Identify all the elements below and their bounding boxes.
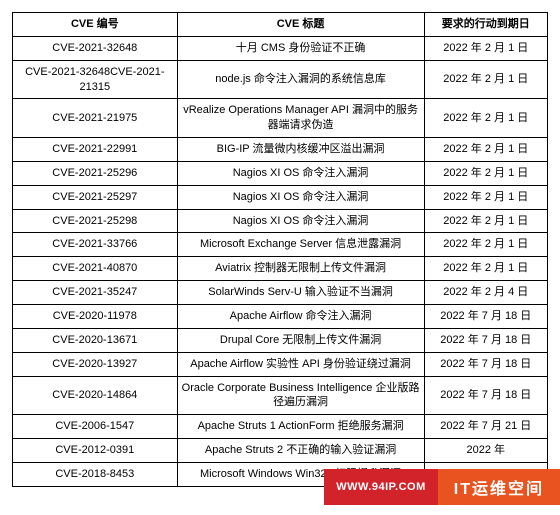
table-row: CVE-2020-13927Apache Airflow 实验性 API 身份验… — [13, 352, 548, 376]
cell-cve-title: Drupal Core 无限制上传文件漏洞 — [177, 328, 424, 352]
cell-cve-title: BIG-IP 流量微内核缓冲区溢出漏洞 — [177, 138, 424, 162]
cell-due-date: 2022 年 2 月 4 日 — [424, 281, 547, 305]
header-cve-id: CVE 编号 — [13, 13, 178, 37]
cve-table: CVE 编号 CVE 标题 要求的行动到期日 CVE-2021-32648十月 … — [12, 12, 548, 487]
table-row: CVE-2020-11978Apache Airflow 命令注入漏洞2022 … — [13, 304, 548, 328]
cell-due-date: 2022 年 2 月 1 日 — [424, 161, 547, 185]
table-row: CVE-2021-40870Aviatrix 控制器无限制上传文件漏洞2022 … — [13, 257, 548, 281]
cell-cve-title: Apache Struts 2 不正确的输入验证漏洞 — [177, 439, 424, 463]
table-row: CVE-2020-13671Drupal Core 无限制上传文件漏洞2022 … — [13, 328, 548, 352]
cell-due-date: 2022 年 2 月 1 日 — [424, 138, 547, 162]
cell-due-date: 2022 年 2 月 1 日 — [424, 99, 547, 138]
table-row: CVE-2012-0391Apache Struts 2 不正确的输入验证漏洞2… — [13, 439, 548, 463]
watermark-brand: IT运维空间 — [438, 469, 560, 505]
cell-cve-id: CVE-2021-32648 — [13, 36, 178, 60]
cell-cve-title: Nagios XI OS 命令注入漏洞 — [177, 209, 424, 233]
cell-cve-id: CVE-2020-14864 — [13, 376, 178, 415]
cell-due-date: 2022 年 7 月 21 日 — [424, 415, 547, 439]
table-row: CVE-2021-21975vRealize Operations Manage… — [13, 99, 548, 138]
cell-due-date: 2022 年 2 月 1 日 — [424, 60, 547, 99]
cell-cve-title: Oracle Corporate Business Intelligence 企… — [177, 376, 424, 415]
cell-due-date: 2022 年 7 月 18 日 — [424, 328, 547, 352]
table-row: CVE-2021-22991BIG-IP 流量微内核缓冲区溢出漏洞2022 年 … — [13, 138, 548, 162]
table-row: CVE-2021-35247SolarWinds Serv-U 输入验证不当漏洞… — [13, 281, 548, 305]
cell-cve-id: CVE-2021-21975 — [13, 99, 178, 138]
table-row: CVE-2020-14864Oracle Corporate Business … — [13, 376, 548, 415]
table-row: CVE-2021-33766Microsoft Exchange Server … — [13, 233, 548, 257]
cell-due-date: 2022 年 2 月 1 日 — [424, 257, 547, 281]
cell-cve-title: Nagios XI OS 命令注入漏洞 — [177, 185, 424, 209]
cell-cve-id: CVE-2021-25298 — [13, 209, 178, 233]
cell-cve-title: 十月 CMS 身份验证不正确 — [177, 36, 424, 60]
cell-due-date: 2022 年 2 月 1 日 — [424, 233, 547, 257]
cell-due-date: 2022 年 2 月 1 日 — [424, 36, 547, 60]
header-due-date: 要求的行动到期日 — [424, 13, 547, 37]
cell-cve-id: CVE-2012-0391 — [13, 439, 178, 463]
table-row: CVE-2021-25296Nagios XI OS 命令注入漏洞2022 年 … — [13, 161, 548, 185]
cell-cve-title: vRealize Operations Manager API 漏洞中的服务器端… — [177, 99, 424, 138]
cell-cve-id: CVE-2021-40870 — [13, 257, 178, 281]
cell-cve-id: CVE-2020-13671 — [13, 328, 178, 352]
cell-due-date: 2022 年 7 月 18 日 — [424, 352, 547, 376]
cell-cve-id: CVE-2018-8453 — [13, 462, 178, 486]
cell-due-date: 2022 年 — [424, 439, 547, 463]
cell-cve-title: Apache Struts 1 ActionForm 拒绝服务漏洞 — [177, 415, 424, 439]
table-header-row: CVE 编号 CVE 标题 要求的行动到期日 — [13, 13, 548, 37]
cell-cve-id: CVE-2021-33766 — [13, 233, 178, 257]
cell-due-date: 2022 年 7 月 18 日 — [424, 304, 547, 328]
table-row: CVE-2021-25297Nagios XI OS 命令注入漏洞2022 年 … — [13, 185, 548, 209]
cell-cve-title: node.js 命令注入漏洞的系统信息库 — [177, 60, 424, 99]
table-row: CVE-2006-1547Apache Struts 1 ActionForm … — [13, 415, 548, 439]
watermark: WWW.94IP.COM IT运维空间 — [324, 469, 560, 505]
cell-cve-id: CVE-2020-13927 — [13, 352, 178, 376]
cell-cve-title: Apache Airflow 实验性 API 身份验证绕过漏洞 — [177, 352, 424, 376]
table-row: CVE-2021-32648十月 CMS 身份验证不正确2022 年 2 月 1… — [13, 36, 548, 60]
cell-cve-title: SolarWinds Serv-U 输入验证不当漏洞 — [177, 281, 424, 305]
watermark-url: WWW.94IP.COM — [324, 469, 438, 505]
cell-cve-id: CVE-2021-25297 — [13, 185, 178, 209]
cell-cve-title: Nagios XI OS 命令注入漏洞 — [177, 161, 424, 185]
cell-cve-id: CVE-2021-25296 — [13, 161, 178, 185]
cell-due-date: 2022 年 7 月 18 日 — [424, 376, 547, 415]
table-row: CVE-2021-25298Nagios XI OS 命令注入漏洞2022 年 … — [13, 209, 548, 233]
cell-due-date: 2022 年 2 月 1 日 — [424, 209, 547, 233]
header-cve-title: CVE 标题 — [177, 13, 424, 37]
cell-cve-id: CVE-2006-1547 — [13, 415, 178, 439]
cell-cve-id: CVE-2021-32648CVE-2021-21315 — [13, 60, 178, 99]
cell-cve-id: CVE-2021-22991 — [13, 138, 178, 162]
cell-cve-title: Aviatrix 控制器无限制上传文件漏洞 — [177, 257, 424, 281]
table-row: CVE-2021-32648CVE-2021-21315node.js 命令注入… — [13, 60, 548, 99]
cell-due-date: 2022 年 2 月 1 日 — [424, 185, 547, 209]
cell-cve-title: Microsoft Exchange Server 信息泄露漏洞 — [177, 233, 424, 257]
cell-cve-id: CVE-2021-35247 — [13, 281, 178, 305]
cell-cve-id: CVE-2020-11978 — [13, 304, 178, 328]
cell-cve-title: Apache Airflow 命令注入漏洞 — [177, 304, 424, 328]
